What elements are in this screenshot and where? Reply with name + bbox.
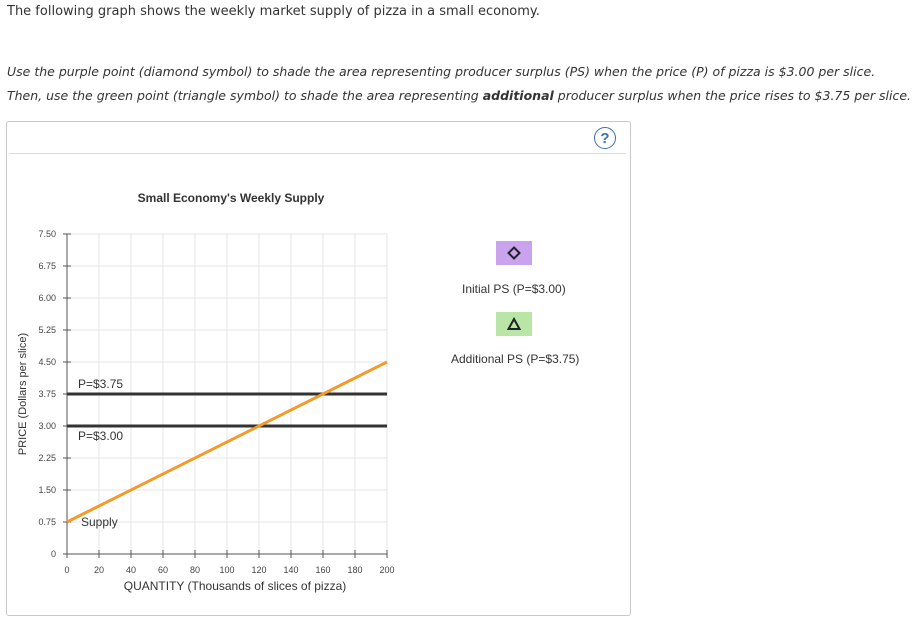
y-tick-label: 0.75 [38, 517, 56, 527]
y-tick-label: 6.75 [38, 261, 56, 271]
y-tick-label: 2.25 [38, 453, 56, 463]
x-axis-label: QUANTITY (Thousands of slices of pizza) [124, 579, 347, 593]
x-tick-label: 160 [315, 565, 330, 575]
instruction-text-2: producer surplus when the price rises to… [553, 88, 912, 103]
price-line-label: P=$3.75 [78, 377, 123, 391]
y-tick-label: 0 [51, 549, 56, 559]
x-tick-label: 20 [94, 565, 104, 575]
y-tick-label: 6.00 [38, 293, 56, 303]
x-tick-label: 180 [347, 565, 362, 575]
y-tick-label: 4.50 [38, 357, 56, 367]
triangle-icon [507, 317, 521, 330]
supply-curve-label: Supply [81, 515, 118, 529]
x-tick-label: 80 [190, 565, 200, 575]
instruction-text-1: Use the purple point (diamond symbol) to… [7, 64, 876, 103]
panel-divider [9, 153, 626, 154]
additional-ps-label: Additional PS (P=$3.75) [451, 352, 580, 366]
y-tick-label: 7.50 [38, 229, 56, 239]
supply-curve [66, 360, 388, 524]
price-line-label: P=$3.00 [78, 429, 123, 443]
question-instruction: Use the purple point (diamond symbol) to… [7, 60, 912, 108]
x-tick-label: 120 [251, 565, 266, 575]
initial-ps-tool[interactable] [496, 241, 532, 265]
y-tick-label: 5.25 [38, 325, 56, 335]
graph-panel [6, 121, 631, 616]
x-tick-label: 40 [126, 565, 136, 575]
x-tick-label: 0 [64, 565, 69, 575]
diamond-icon [507, 246, 521, 260]
y-axis-label: PRICE (Dollars per slice) [17, 333, 29, 455]
x-tick-label: 200 [379, 565, 394, 575]
chart-title: Small Economy's Weekly Supply [138, 191, 325, 205]
y-tick-label: 3.75 [38, 389, 56, 399]
x-tick-label: 100 [219, 565, 234, 575]
instruction-bold: additional [482, 88, 554, 103]
question-intro: The following graph shows the weekly mar… [7, 4, 540, 19]
y-tick-label: 1.50 [38, 485, 56, 495]
y-tick-label: 3.00 [38, 421, 56, 431]
help-button[interactable]: ? [594, 127, 616, 149]
x-tick-label: 140 [283, 565, 298, 575]
initial-ps-label: Initial PS (P=$3.00) [462, 282, 566, 296]
x-tick-label: 60 [158, 565, 168, 575]
additional-ps-tool[interactable] [496, 312, 532, 336]
